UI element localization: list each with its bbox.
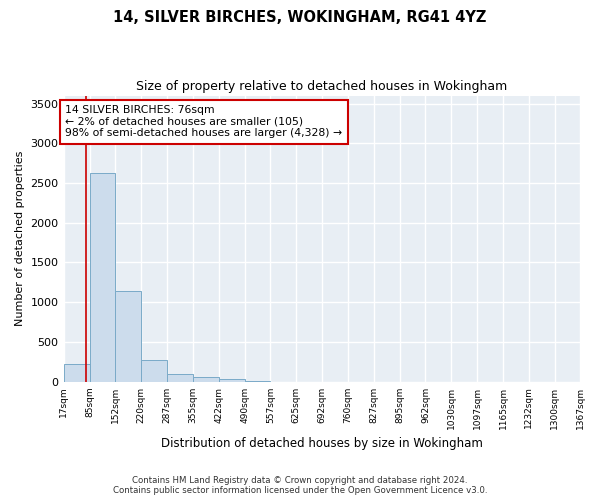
Y-axis label: Number of detached properties: Number of detached properties [15,151,25,326]
Bar [115,291,141,382]
Bar [89,172,115,382]
Bar [64,364,89,382]
Bar [141,360,167,382]
Text: Contains HM Land Registry data © Crown copyright and database right 2024.
Contai: Contains HM Land Registry data © Crown c… [113,476,487,495]
Title: Size of property relative to detached houses in Wokingham: Size of property relative to detached ho… [136,80,508,93]
Bar [167,374,193,382]
Text: 14, SILVER BIRCHES, WOKINGHAM, RG41 4YZ: 14, SILVER BIRCHES, WOKINGHAM, RG41 4YZ [113,10,487,25]
Text: 14 SILVER BIRCHES: 76sqm
← 2% of detached houses are smaller (105)
98% of semi-d: 14 SILVER BIRCHES: 76sqm ← 2% of detache… [65,105,343,138]
X-axis label: Distribution of detached houses by size in Wokingham: Distribution of detached houses by size … [161,437,483,450]
Bar [218,378,245,382]
Bar [193,376,218,382]
